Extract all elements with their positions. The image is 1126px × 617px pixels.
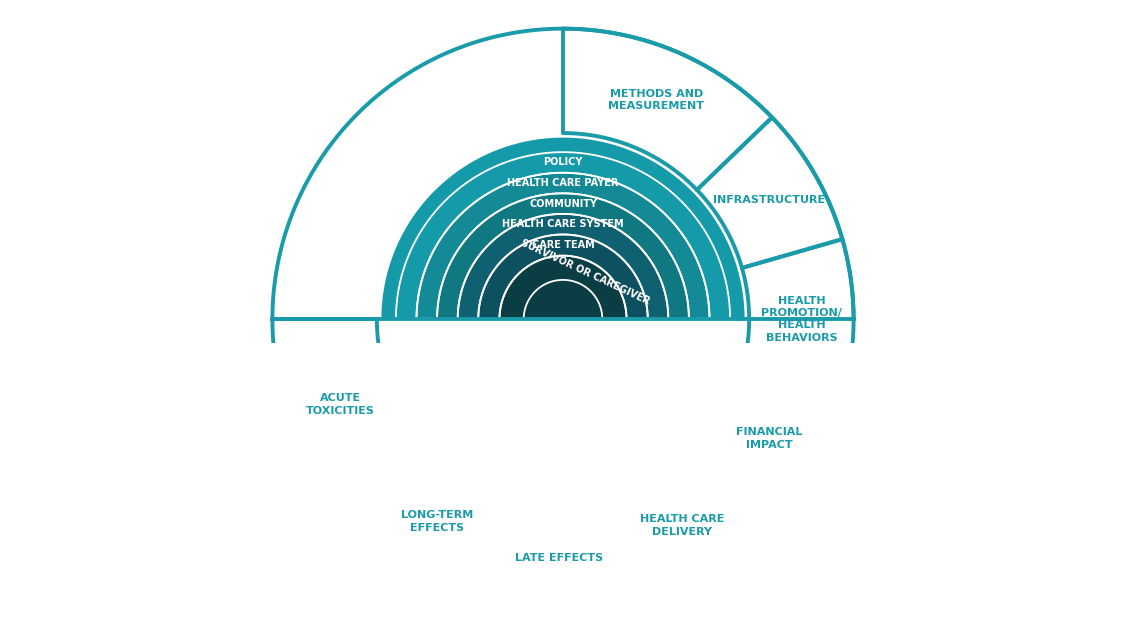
- Polygon shape: [500, 255, 626, 319]
- Polygon shape: [483, 498, 633, 610]
- Polygon shape: [742, 239, 854, 399]
- Text: FINANCIAL
IMPACT: FINANCIAL IMPACT: [736, 427, 803, 450]
- Polygon shape: [382, 138, 744, 319]
- Polygon shape: [457, 214, 669, 319]
- Polygon shape: [347, 444, 511, 598]
- Polygon shape: [396, 152, 730, 319]
- Text: CARE TEAM: CARE TEAM: [531, 240, 595, 250]
- Polygon shape: [417, 173, 709, 319]
- Polygon shape: [608, 449, 772, 601]
- Polygon shape: [524, 280, 602, 319]
- Text: HEALTH
PROMOTION/
HEALTH
BEHAVIORS: HEALTH PROMOTION/ HEALTH BEHAVIORS: [761, 296, 842, 343]
- Text: LATE EFFECTS: LATE EFFECTS: [515, 553, 602, 563]
- Polygon shape: [437, 193, 689, 319]
- Text: COMMUNITY: COMMUNITY: [529, 199, 597, 209]
- Text: INFRASTRUCTURE: INFRASTRUCTURE: [714, 195, 825, 205]
- Polygon shape: [697, 371, 842, 521]
- Polygon shape: [563, 28, 772, 190]
- Text: HEALTH CARE PAYER: HEALTH CARE PAYER: [508, 178, 618, 188]
- Polygon shape: [697, 117, 842, 268]
- Text: SURVIVOR OR CAREGIVER: SURVIVOR OR CAREGIVER: [519, 238, 651, 307]
- Text: METHODS AND
MEASUREMENT: METHODS AND MEASUREMENT: [608, 89, 704, 111]
- Text: POLICY: POLICY: [544, 157, 582, 167]
- Text: LONG-TERM
EFFECTS: LONG-TERM EFFECTS: [401, 510, 473, 532]
- Text: HEALTH CARE
DELIVERY: HEALTH CARE DELIVERY: [640, 515, 724, 537]
- Polygon shape: [479, 234, 647, 319]
- Text: HEALTH CARE SYSTEM: HEALTH CARE SYSTEM: [502, 219, 624, 229]
- Polygon shape: [272, 319, 425, 514]
- Text: ACUTE
TOXICITIES: ACUTE TOXICITIES: [306, 394, 375, 416]
